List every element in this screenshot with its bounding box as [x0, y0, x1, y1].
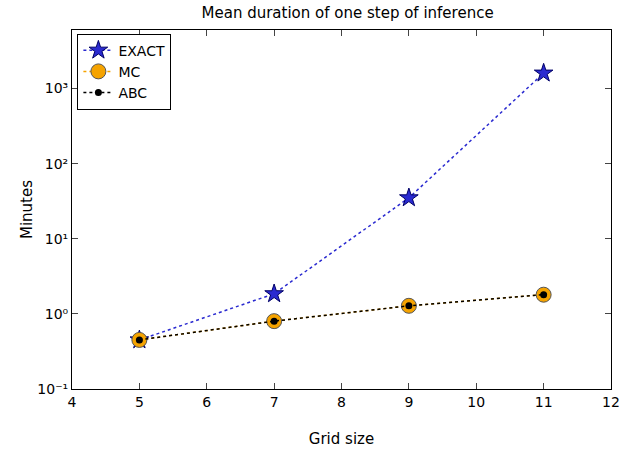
svg-text:11: 11 [535, 394, 553, 410]
svg-text:8: 8 [337, 394, 346, 410]
svg-text:ABC: ABC [118, 85, 147, 101]
svg-text:10²: 10² [45, 156, 68, 172]
svg-text:9: 9 [404, 394, 413, 410]
svg-text:Minutes: Minutes [18, 180, 36, 239]
svg-text:5: 5 [135, 394, 144, 410]
svg-text:Grid size: Grid size [309, 430, 374, 448]
svg-text:Mean duration of one step of i: Mean duration of one step of inference [202, 4, 494, 22]
svg-text:MC: MC [118, 64, 140, 80]
svg-text:10: 10 [467, 394, 485, 410]
svg-text:10⁻¹: 10⁻¹ [37, 381, 68, 397]
svg-text:EXACT: EXACT [118, 43, 165, 59]
svg-text:12: 12 [602, 394, 620, 410]
svg-text:10⁰: 10⁰ [45, 306, 69, 322]
svg-text:4: 4 [68, 394, 77, 410]
svg-text:6: 6 [202, 394, 211, 410]
svg-text:10¹: 10¹ [45, 231, 68, 247]
svg-text:7: 7 [270, 394, 279, 410]
svg-text:10³: 10³ [45, 80, 68, 96]
